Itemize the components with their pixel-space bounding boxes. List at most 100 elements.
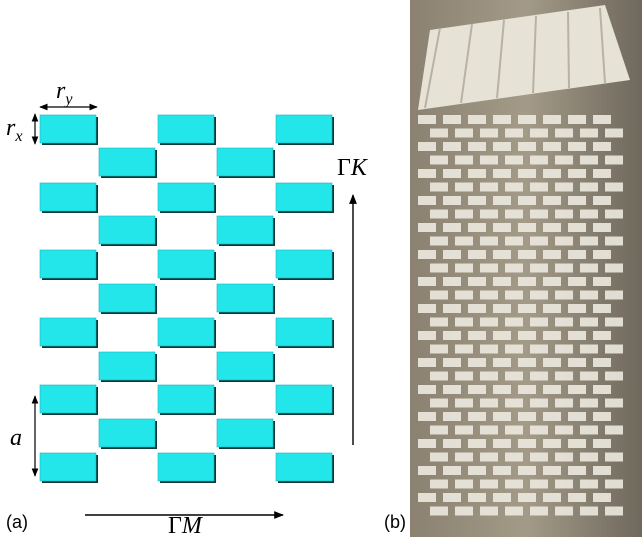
photo-block bbox=[418, 223, 436, 232]
photo-block bbox=[455, 317, 473, 327]
photo-block bbox=[418, 277, 436, 286]
beam-edge bbox=[460, 23, 473, 104]
photo-block bbox=[505, 506, 523, 516]
photo-block bbox=[580, 263, 598, 273]
photo-block bbox=[530, 128, 548, 138]
photo-block bbox=[480, 236, 498, 246]
photo-block bbox=[518, 196, 536, 205]
photo-block bbox=[480, 371, 498, 381]
cell bbox=[216, 283, 274, 313]
photo-block bbox=[518, 493, 536, 502]
photo-block bbox=[518, 466, 536, 475]
photo-block bbox=[580, 155, 598, 165]
photo-block bbox=[518, 115, 536, 124]
photo-block bbox=[505, 371, 523, 381]
photo-block bbox=[480, 209, 498, 219]
photo-block bbox=[593, 385, 611, 394]
photo-block bbox=[555, 317, 573, 327]
photo-block bbox=[580, 209, 598, 219]
cell bbox=[39, 317, 97, 347]
photo-block bbox=[593, 439, 611, 448]
photo-block bbox=[543, 304, 561, 313]
photo-block bbox=[505, 425, 523, 435]
photo-block bbox=[480, 398, 498, 408]
photo-block bbox=[430, 290, 448, 300]
photo-block bbox=[593, 196, 611, 205]
photo-block bbox=[418, 142, 436, 151]
photo-block bbox=[443, 385, 461, 394]
photo-block bbox=[455, 452, 473, 462]
photo-block bbox=[568, 412, 586, 421]
ry-label: ry bbox=[56, 78, 73, 108]
photo-block bbox=[530, 398, 548, 408]
photo-block bbox=[605, 425, 623, 435]
gm-label: ΓM bbox=[168, 513, 204, 537]
cell bbox=[98, 351, 156, 381]
photo-block bbox=[443, 493, 461, 502]
photo-block bbox=[530, 263, 548, 273]
photo-block bbox=[568, 358, 586, 367]
beam-edge bbox=[599, 7, 606, 84]
photo-block bbox=[430, 479, 448, 489]
photo-block bbox=[543, 493, 561, 502]
photo-block bbox=[605, 236, 623, 246]
photo-block bbox=[455, 479, 473, 489]
photo-block bbox=[493, 169, 511, 178]
photo-block bbox=[518, 304, 536, 313]
photo-block bbox=[468, 304, 486, 313]
photo-block bbox=[468, 466, 486, 475]
photo-block bbox=[543, 385, 561, 394]
photo-block bbox=[418, 466, 436, 475]
photo-block bbox=[468, 115, 486, 124]
photo-block bbox=[555, 479, 573, 489]
a-label: a bbox=[10, 425, 22, 451]
photo-block bbox=[418, 169, 436, 178]
photo-block bbox=[443, 466, 461, 475]
photo-block bbox=[530, 317, 548, 327]
photo-block bbox=[530, 236, 548, 246]
photo-block bbox=[455, 344, 473, 354]
beam-edge bbox=[532, 15, 537, 94]
photo-block bbox=[568, 142, 586, 151]
photo-block bbox=[580, 344, 598, 354]
rx-label: rx bbox=[6, 115, 22, 145]
photo-block bbox=[443, 142, 461, 151]
cell bbox=[98, 147, 156, 177]
photo-block bbox=[505, 317, 523, 327]
photo-block bbox=[605, 506, 623, 516]
photo-block bbox=[593, 115, 611, 124]
photo-block bbox=[555, 506, 573, 516]
photo-block bbox=[430, 398, 448, 408]
photo-block bbox=[493, 385, 511, 394]
cell bbox=[275, 114, 333, 144]
photo-block bbox=[593, 223, 611, 232]
photo-block bbox=[580, 371, 598, 381]
photo-block bbox=[543, 277, 561, 286]
photo-block bbox=[455, 506, 473, 516]
photo-block bbox=[493, 304, 511, 313]
photo-block bbox=[555, 155, 573, 165]
photo-block bbox=[430, 182, 448, 192]
photo-block bbox=[455, 290, 473, 300]
gk-label: ΓK bbox=[337, 155, 369, 181]
cell bbox=[157, 182, 215, 212]
photo-block bbox=[580, 290, 598, 300]
photo-block bbox=[493, 493, 511, 502]
photo-block bbox=[530, 506, 548, 516]
photo-block bbox=[505, 182, 523, 192]
photo-block bbox=[518, 412, 536, 421]
photo-block bbox=[443, 115, 461, 124]
cell bbox=[39, 114, 97, 144]
photo-block bbox=[443, 250, 461, 259]
cell bbox=[275, 317, 333, 347]
photo-block bbox=[605, 479, 623, 489]
photo-block bbox=[430, 452, 448, 462]
photo-block bbox=[505, 290, 523, 300]
photo-block bbox=[480, 479, 498, 489]
photo-block bbox=[555, 425, 573, 435]
photo-block bbox=[593, 169, 611, 178]
photo-block bbox=[455, 425, 473, 435]
photo-block bbox=[543, 331, 561, 340]
cell bbox=[275, 452, 333, 482]
cell bbox=[157, 114, 215, 144]
